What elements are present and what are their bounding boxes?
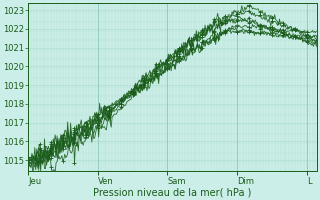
X-axis label: Pression niveau de la mer( hPa ): Pression niveau de la mer( hPa ) xyxy=(93,187,252,197)
